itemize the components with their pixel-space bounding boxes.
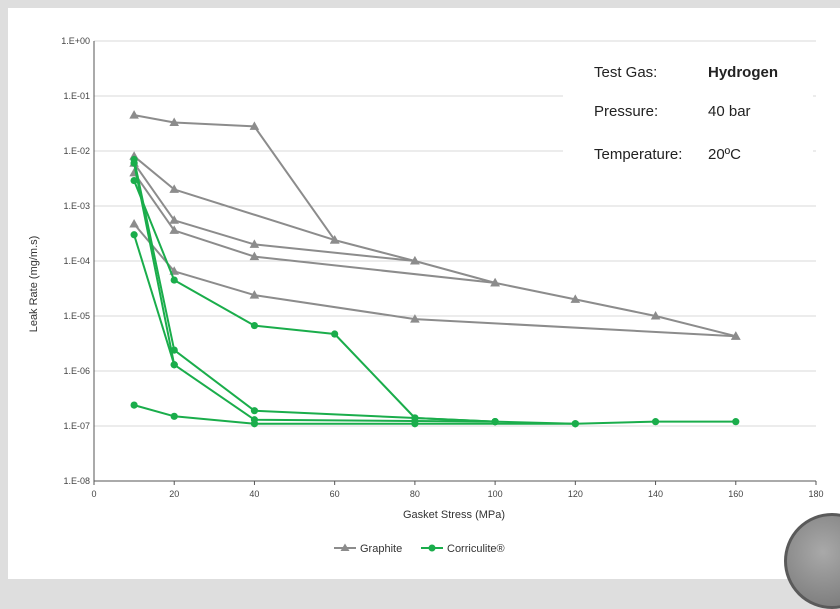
series-2 xyxy=(129,158,420,265)
series-9-point-3 xyxy=(411,420,419,428)
x-tick-label-4: 80 xyxy=(410,489,420,499)
series-1-point-1 xyxy=(169,184,179,193)
legend: Graphite Corriculite® xyxy=(334,543,505,555)
pressure-label: Pressure: xyxy=(594,103,658,120)
series-6 xyxy=(130,155,499,426)
pressure-value: 40 bar xyxy=(708,103,751,120)
y-tick-label-4: 1.E-04 xyxy=(63,256,90,266)
legend-graphite-marker xyxy=(340,543,350,551)
x-tick-label-2: 40 xyxy=(249,489,259,499)
series-8 xyxy=(130,231,178,369)
series-4-line xyxy=(133,223,736,338)
axes xyxy=(93,41,817,485)
series-8-point-1 xyxy=(170,361,178,369)
legend-corriculite-label: Corriculite® xyxy=(447,543,505,555)
leak-rate-chart: 1.E-08 1.E-07 1.E-06 1.E-05 1.E-04 1.E-03 1.E-… xyxy=(28,36,824,555)
grid-lines xyxy=(94,40,816,427)
series-0-point-7 xyxy=(650,311,661,320)
test-conditions-box: Test Gas: Hydrogen Pressure: 40 bar Temp… xyxy=(563,48,813,180)
y-axis-title: Leak Rate (mg/m.s) xyxy=(28,236,40,333)
series-8-line xyxy=(133,234,176,365)
x-tick-label-5: 100 xyxy=(488,489,503,499)
series-3-point-2 xyxy=(249,251,260,261)
series-0-point-2 xyxy=(249,121,260,130)
data-series xyxy=(129,110,741,428)
test-gas-label: Test Gas: xyxy=(594,64,657,81)
temperature-label: Temperature: xyxy=(594,146,682,163)
y-tick-label-6: 1.E-02 xyxy=(63,146,90,156)
series-7 xyxy=(130,159,499,426)
x-tick-label-1: 20 xyxy=(169,489,179,499)
legend-item-graphite: Graphite xyxy=(334,543,402,555)
series-5-point-3 xyxy=(331,330,339,338)
x-axis-title: Gasket Stress (MPa) xyxy=(403,509,505,521)
series-5-point-7 xyxy=(651,418,660,426)
series-1 xyxy=(129,151,340,244)
x-tick-label-3: 60 xyxy=(330,489,340,499)
y-tick-labels: 1.E-08 1.E-07 1.E-06 1.E-05 1.E-04 1.E-03 1.E-… xyxy=(61,36,90,486)
x-tick-label-8: 160 xyxy=(728,489,743,499)
temperature-value: 20ºC xyxy=(708,146,741,163)
series-9-point-1 xyxy=(170,412,178,420)
x-tick-labels: 0 20 40 60 80 100 120 140 160 180 xyxy=(91,489,823,499)
series-0-point-1 xyxy=(169,117,179,126)
series-4-point-0 xyxy=(129,219,139,228)
series-2-line xyxy=(133,162,416,262)
series-5-point-2 xyxy=(250,321,259,330)
series-9-point-2 xyxy=(250,420,259,428)
x-tick-label-6: 120 xyxy=(568,489,583,499)
y-tick-label-8: 1.E+00 xyxy=(61,36,90,46)
series-9-point-4 xyxy=(571,420,579,428)
info-box-background xyxy=(563,48,813,180)
x-tick-label-0: 0 xyxy=(91,489,96,499)
series-7-point-0 xyxy=(130,159,138,167)
y-tick-label-7: 1.E-01 xyxy=(63,91,90,101)
series-3-point-3 xyxy=(490,277,500,287)
series-6-line xyxy=(133,159,496,423)
test-gas-value: Hydrogen xyxy=(708,64,778,81)
legend-corriculite-marker xyxy=(428,544,436,552)
y-tick-label-2: 1.E-06 xyxy=(63,366,90,376)
series-5-point-1 xyxy=(170,276,178,284)
series-5-point-8 xyxy=(732,418,740,426)
y-tick-label-3: 1.E-05 xyxy=(63,311,90,321)
series-1-point-2 xyxy=(329,235,340,244)
legend-item-corriculite: Corriculite® xyxy=(421,543,505,555)
series-4-point-3 xyxy=(410,314,420,323)
series-2-point-2 xyxy=(249,239,260,248)
series-0-point-0 xyxy=(129,110,139,119)
y-tick-label-5: 1.E-03 xyxy=(63,201,90,211)
series-2-point-3 xyxy=(410,256,420,265)
y-tick-label-1: 1.E-07 xyxy=(63,421,90,431)
series-9-point-0 xyxy=(130,401,138,409)
x-tick-label-9: 180 xyxy=(808,489,823,499)
series-6-point-2 xyxy=(250,407,259,415)
series-5 xyxy=(130,176,740,428)
series-6-point-3 xyxy=(411,414,419,422)
series-4-point-2 xyxy=(249,290,260,299)
series-8-point-0 xyxy=(130,231,138,239)
legend-graphite-label: Graphite xyxy=(360,543,402,555)
series-0-point-6 xyxy=(570,294,581,303)
series-3-point-1 xyxy=(169,225,179,234)
chart-panel: 1.E-08 1.E-07 1.E-06 1.E-05 1.E-04 1.E-03 1.E-… xyxy=(8,8,840,609)
series-2-point-1 xyxy=(169,215,179,224)
series-9 xyxy=(130,401,579,428)
x-tick-label-7: 140 xyxy=(648,489,663,499)
series-7-line xyxy=(133,163,496,423)
series-4 xyxy=(129,219,741,340)
series-4-point-4 xyxy=(731,331,741,340)
series-3-line xyxy=(133,172,496,284)
y-tick-label-0: 1.E-08 xyxy=(63,476,90,486)
series-5-point-0 xyxy=(130,176,138,185)
